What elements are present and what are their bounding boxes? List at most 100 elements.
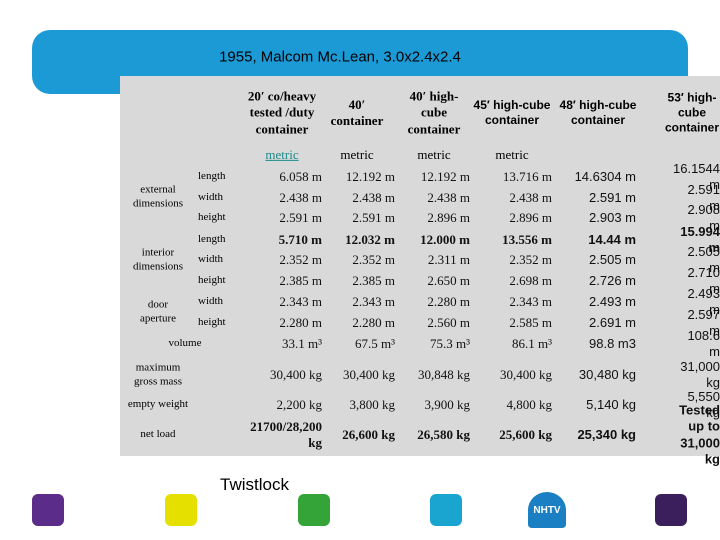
row-label: height: [198, 211, 226, 224]
cell: 2.691 m: [589, 314, 636, 330]
cell: 2.385 m: [352, 272, 395, 288]
cell: 2.698 m: [509, 272, 552, 288]
cell: 6.058 m: [279, 168, 322, 184]
cell: 12.000 m: [420, 231, 470, 247]
swatch: [165, 494, 197, 526]
cell: 67.5 m³: [354, 335, 395, 351]
cell: 2.560 m: [427, 314, 470, 330]
cell: 2.352 m: [279, 251, 322, 267]
cell: 5.710 m: [278, 231, 322, 247]
column-header: 53′ high-cube container: [664, 90, 720, 135]
cell: 25,340 kg: [577, 426, 636, 442]
cell: 12.192 m: [420, 168, 470, 184]
row-group: door aperture: [139, 298, 177, 324]
cell: 30,400 kg: [343, 366, 395, 382]
unit: metric: [340, 146, 374, 162]
cell: 31,000 kg: [680, 358, 720, 390]
row-group: net load: [140, 428, 176, 441]
cell: 5,550 kg: [687, 388, 720, 420]
cell: 75.3 m³: [429, 335, 470, 351]
cell: 2.343 m: [352, 293, 395, 309]
cell: 2,200 kg: [276, 396, 323, 412]
cell: 2.591 m: [589, 189, 636, 205]
cell: 4,800 kg: [506, 396, 553, 412]
cell: 2.493 m: [687, 285, 720, 317]
row-group: interior dimensions: [132, 246, 184, 272]
cell: 2.591 m: [279, 209, 322, 225]
row-label: height: [198, 316, 226, 329]
row-label: height: [198, 274, 226, 287]
cell: 15.994 m: [680, 223, 720, 255]
cell: 14.6304 m: [574, 168, 636, 184]
swatch: [32, 494, 64, 526]
column-header: 20′ co/heavy tested /duty container: [247, 88, 317, 137]
cell: 108.6 m: [687, 327, 720, 359]
row-label: width: [198, 295, 224, 308]
caption: Twistlock: [220, 475, 289, 494]
cell: 30,848 kg: [418, 366, 470, 382]
row-group: external dimensions: [132, 183, 184, 209]
cell: 2.352 m: [352, 251, 395, 267]
column-header: 48′ high-cube container: [559, 98, 637, 127]
cell: 2.438 m: [352, 189, 395, 205]
cell: 30,400 kg: [500, 366, 552, 382]
cell: 2.908 m: [687, 201, 720, 233]
cell: 13.716 m: [502, 168, 552, 184]
cell: 14.44 m: [588, 231, 636, 247]
cell: Tested up to 31,000 kg: [679, 402, 720, 467]
cell: 25,600 kg: [499, 426, 552, 442]
cell: 2.343 m: [279, 293, 322, 309]
unit: metric: [495, 146, 529, 162]
column-header: 40′ high- cube container: [407, 88, 461, 137]
swatch: [298, 494, 330, 526]
cell: 2.650 m: [427, 272, 470, 288]
cell: 2.726 m: [589, 272, 636, 288]
cell: 13.556 m: [502, 231, 552, 247]
row-group: empty weight: [127, 398, 189, 411]
cell: 3,800 kg: [349, 396, 396, 412]
cell: 3,900 kg: [424, 396, 471, 412]
logo: NHTV: [528, 492, 566, 528]
cell: 2.343 m: [509, 293, 552, 309]
cell: 2.591 m: [352, 209, 395, 225]
cell: 30,480 kg: [578, 366, 636, 382]
cell: 2.438 m: [427, 189, 470, 205]
cell: 2.903 m: [589, 209, 636, 225]
row-group: volume: [168, 337, 202, 350]
cell: 2.385 m: [279, 272, 322, 288]
cell: 2.280 m: [427, 293, 470, 309]
cell: 2.280 m: [279, 314, 322, 330]
unit: metric: [417, 146, 451, 162]
cell: 2.896 m: [509, 209, 552, 225]
cell: 2.597 m: [687, 306, 720, 338]
row-group: maximum gross mass: [134, 361, 182, 387]
cell: 2.591 m: [687, 181, 720, 213]
row-label: length: [198, 170, 226, 183]
cell: 2.710 m: [687, 264, 720, 296]
row-label: width: [198, 253, 224, 266]
column-header: 40′ container: [330, 96, 384, 128]
cell: 2.585 m: [509, 314, 552, 330]
cell: 30,400 kg: [270, 366, 322, 382]
row-label: width: [198, 191, 224, 204]
cell: 2.352 m: [509, 251, 552, 267]
cell: 12.032 m: [345, 231, 395, 247]
cell: 26,600 kg: [342, 426, 395, 442]
cell: 5,140 kg: [586, 396, 636, 412]
cell: 2.311 m: [427, 251, 470, 267]
cell: 2.505 m: [687, 243, 720, 275]
cell: 2.896 m: [427, 209, 470, 225]
cell: 26,580 kg: [417, 426, 470, 442]
cell: 2.438 m: [509, 189, 552, 205]
swatch: [655, 494, 687, 526]
unit: metric: [265, 146, 299, 162]
cell: 21700/28,200 kg: [250, 418, 322, 450]
column-header: 45′ high-cube container: [473, 98, 551, 127]
cell: 33.1 m³: [281, 335, 322, 351]
cell: 2.438 m: [279, 189, 322, 205]
cell: 16.1544 m: [673, 160, 720, 192]
cell: 98.8 m3: [589, 335, 636, 351]
cell: 2.493 m: [589, 293, 636, 309]
swatch: [430, 494, 462, 526]
